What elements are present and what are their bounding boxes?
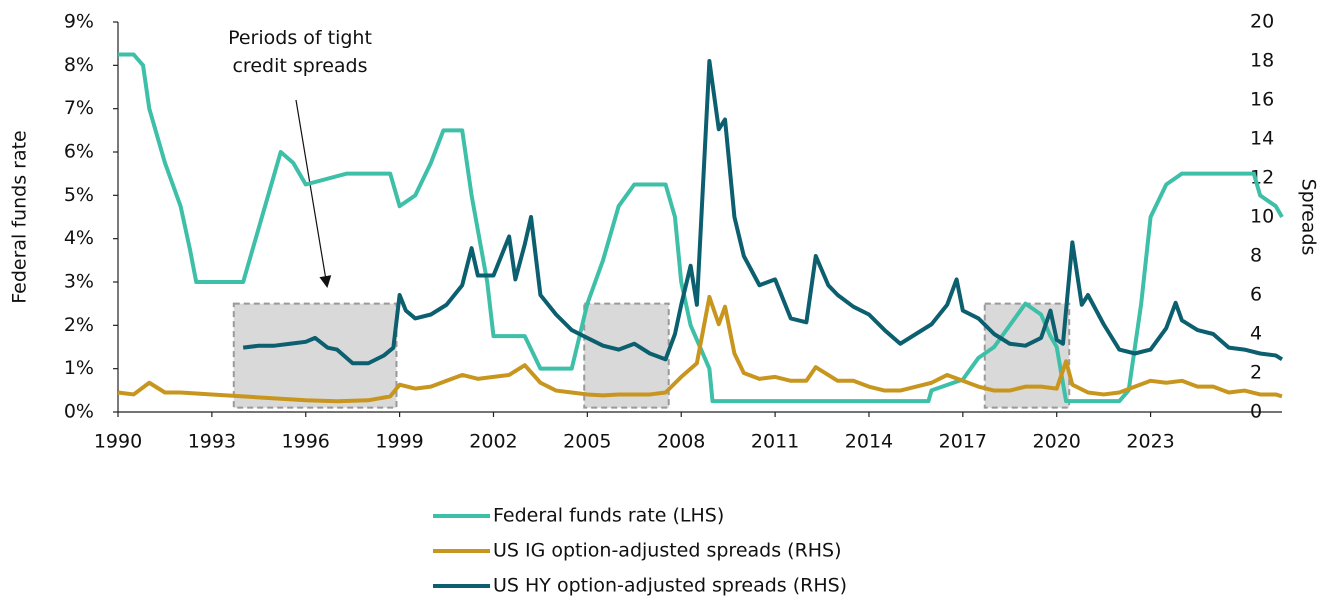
annotation: Periods of tight credit spreads xyxy=(228,27,372,77)
y-tick-label: 5% xyxy=(64,184,94,206)
y2-tick-label: 20 xyxy=(1250,11,1274,33)
series-line xyxy=(242,59,1284,366)
y-tick-label: 1% xyxy=(64,357,94,379)
x-tick-label: 2020 xyxy=(1033,431,1081,453)
y-tick-label: 4% xyxy=(64,227,94,249)
x-tick-label: 2017 xyxy=(939,431,987,453)
y-axis-label: Federal funds rate xyxy=(9,130,31,303)
y-tick-label: 7% xyxy=(64,97,94,119)
annotation-line: Periods of tight xyxy=(228,27,372,49)
legend-label: US IG option-adjusted spreads (RHS) xyxy=(493,540,842,562)
legend-label: Federal funds rate (LHS) xyxy=(493,505,724,527)
y2-tick-label: 8 xyxy=(1250,245,1262,267)
y-tick-label: 2% xyxy=(64,314,94,336)
y-tick-label: 0% xyxy=(64,401,94,423)
y2-axis-label: Spreads xyxy=(1298,179,1320,256)
x-tick-label: 2014 xyxy=(845,431,893,453)
annotation-line: credit spreads xyxy=(232,55,367,77)
y2-tick-label: 6 xyxy=(1250,284,1262,306)
legend-label: US HY option-adjusted spreads (RHS) xyxy=(493,575,847,597)
y2-tick-label: 10 xyxy=(1250,206,1274,228)
y2-tick-label: 14 xyxy=(1250,128,1274,150)
y2-tick-label: 0 xyxy=(1250,401,1262,423)
shaded-period xyxy=(232,302,398,409)
x-tick-label: 2023 xyxy=(1126,431,1174,453)
y2-tick-label: 18 xyxy=(1250,50,1274,72)
series-line xyxy=(117,294,1283,404)
y-tick-label: 3% xyxy=(64,271,94,293)
y-tick-label: 6% xyxy=(64,141,94,163)
x-tick-label: 2005 xyxy=(563,431,611,453)
x-tick-label: 1996 xyxy=(282,431,330,453)
x-tick-label: 1993 xyxy=(188,431,236,453)
x-tick-label: 2002 xyxy=(469,431,517,453)
y2-tick-label: 2 xyxy=(1250,362,1262,384)
series-line xyxy=(118,52,1284,404)
x-tick-label: 2008 xyxy=(657,431,705,453)
y2-tick-label: 4 xyxy=(1250,323,1262,345)
x-tick-label: 1999 xyxy=(375,431,423,453)
y-tick-label: 9% xyxy=(64,11,94,33)
x-tick-label: 2011 xyxy=(751,431,799,453)
x-tick-label: 1990 xyxy=(94,431,142,453)
y2-tick-label: 16 xyxy=(1250,89,1274,111)
y-tick-label: 8% xyxy=(64,54,94,76)
annotation-arrow xyxy=(295,99,332,288)
